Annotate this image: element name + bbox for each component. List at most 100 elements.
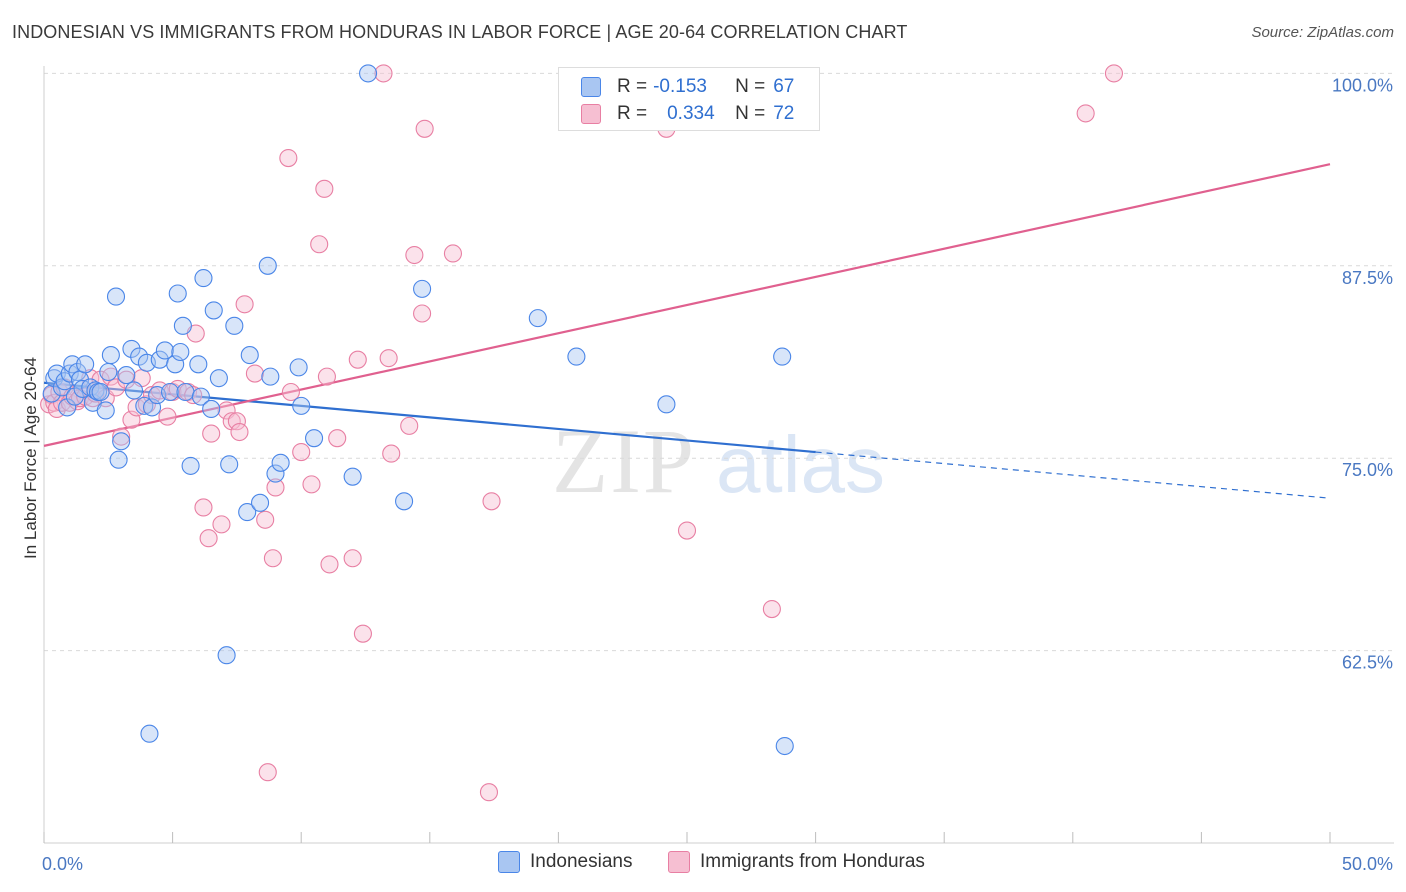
data-point-indonesians: [261, 367, 280, 386]
legend-item-indonesians[interactable]: Indonesians: [498, 851, 632, 873]
data-point-honduras: [328, 429, 347, 448]
trend-line-indonesians-extension: [815, 451, 1331, 499]
data-point-indonesians: [528, 309, 547, 328]
data-point-honduras: [677, 521, 697, 540]
legend-label: Indonesians: [530, 851, 633, 872]
data-point-indonesians: [191, 387, 210, 406]
series-legend: Indonesians Immigrants from Honduras: [0, 851, 1406, 877]
data-point-indonesians: [209, 369, 228, 388]
legend-item-honduras[interactable]: Immigrants from Honduras: [668, 851, 925, 873]
trend-lines: [43, 163, 1331, 499]
data-point-indonesians: [238, 503, 257, 522]
data-point-indonesians: [266, 464, 285, 483]
y-axis-title: In Labor Force | Age 20-64: [21, 357, 40, 559]
data-point-honduras: [1076, 104, 1095, 123]
data-point-indonesians: [140, 724, 159, 743]
legend-label: Immigrants from Honduras: [700, 851, 925, 872]
data-point-honduras: [266, 478, 285, 497]
data-point-honduras: [315, 179, 334, 198]
data-point-indonesians: [305, 429, 324, 448]
data-point-indonesians: [47, 364, 66, 383]
data-point-indonesians: [160, 382, 180, 402]
legend-r-value: -0.153: [653, 76, 707, 97]
data-point-honduras: [230, 422, 249, 442]
data-point-indonesians: [168, 284, 187, 303]
trend-line-indonesians: [43, 381, 816, 454]
data-point-honduras: [1104, 64, 1124, 83]
data-point-indonesians: [106, 287, 126, 306]
data-point-honduras: [317, 367, 336, 386]
chart-title: INDONESIAN VS IMMIGRANTS FROM HONDURAS I…: [12, 22, 908, 42]
data-point-honduras: [379, 349, 398, 368]
data-point-honduras: [405, 245, 424, 265]
data-point-indonesians: [91, 382, 110, 402]
y-tick-label: 100.0%: [1332, 75, 1393, 95]
data-point-indonesians: [122, 339, 141, 358]
data-point-indonesians: [171, 342, 190, 362]
data-point-indonesians: [395, 492, 414, 511]
data-point-indonesians: [773, 347, 792, 366]
data-point-honduras: [256, 510, 275, 529]
data-point-honduras: [235, 295, 254, 314]
data-point-indonesians: [173, 316, 192, 335]
data-point-indonesians: [65, 387, 84, 406]
series-indonesians-points: [42, 64, 794, 756]
data-point-honduras: [348, 350, 367, 369]
legend-n-value: 67: [773, 76, 795, 97]
x-tick-label: 0.0%: [42, 854, 83, 874]
x-tick-labels: 0.0% 50.0%: [42, 854, 1393, 874]
legend-r-label: R =: [617, 103, 648, 124]
data-point-honduras: [292, 442, 311, 462]
data-point-indonesians: [204, 301, 223, 320]
data-point-honduras: [374, 64, 393, 83]
y-tick-labels: 100.0% 87.5% 75.0% 62.5%: [1332, 75, 1393, 672]
data-point-indonesians: [775, 736, 794, 756]
data-point-indonesians: [101, 346, 120, 365]
data-point-indonesians: [343, 467, 362, 486]
data-point-indonesians: [202, 399, 221, 418]
legend-swatch-blue: [581, 77, 601, 97]
data-point-indonesians: [250, 493, 270, 512]
data-point-indonesians: [189, 355, 208, 374]
data-point-honduras: [227, 412, 246, 431]
data-point-indonesians: [258, 256, 277, 275]
legend-swatch-pink: [581, 104, 601, 124]
data-point-honduras: [413, 304, 432, 323]
legend-r-value: 0.334: [667, 103, 715, 124]
data-point-indonesians: [292, 396, 311, 415]
data-point-honduras: [310, 235, 329, 254]
data-point-honduras: [353, 624, 372, 643]
watermark-zip: ZIP: [552, 410, 696, 512]
data-point-honduras: [302, 475, 321, 494]
data-point-indonesians: [135, 396, 154, 415]
data-point-honduras: [400, 416, 419, 435]
data-point-indonesians: [240, 346, 259, 365]
data-point-indonesians: [42, 384, 61, 403]
legend-n-value: 72: [773, 103, 795, 124]
data-point-indonesians: [76, 355, 95, 374]
data-point-indonesians: [96, 401, 115, 420]
legend-swatch-pink: [668, 851, 690, 873]
data-point-indonesians: [176, 382, 195, 402]
data-point-honduras: [281, 382, 300, 402]
data-point-indonesians: [413, 279, 432, 298]
data-point-indonesians: [112, 432, 131, 451]
data-point-indonesians: [225, 316, 244, 335]
y-tick-label: 87.5%: [1342, 268, 1393, 288]
data-point-honduras: [479, 783, 499, 802]
legend-swatch-blue: [498, 851, 520, 873]
y-tick-label: 62.5%: [1342, 653, 1393, 673]
data-point-honduras: [258, 763, 277, 782]
data-point-honduras: [202, 424, 221, 443]
source-label: Source: ZipAtlas.com: [1251, 24, 1394, 41]
data-point-honduras: [263, 549, 282, 568]
data-point-honduras: [320, 555, 339, 574]
y-tick-label: 75.0%: [1342, 460, 1393, 480]
data-point-indonesians: [124, 381, 144, 400]
correlation-legend: R = -0.153 N = 67 R = 0.334 N = 72: [558, 67, 820, 131]
watermark: ZIP atlas: [552, 410, 885, 512]
legend-r-label: R =: [617, 76, 648, 97]
data-point-indonesians: [99, 362, 118, 382]
series-honduras-points: [40, 64, 1124, 802]
